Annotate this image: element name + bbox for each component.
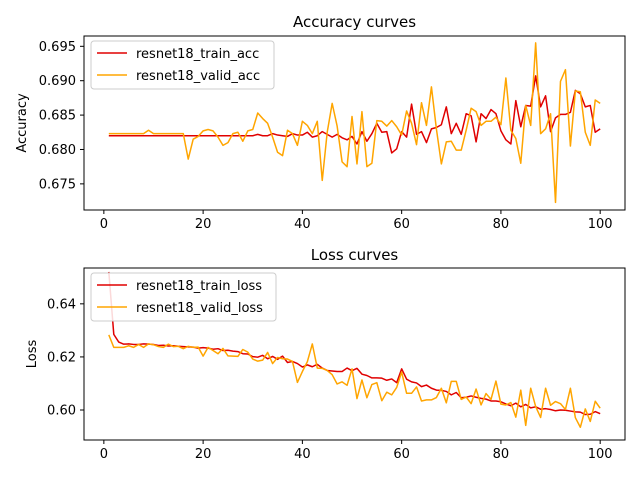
accuracy-y-tick-label: 0.675 bbox=[39, 177, 76, 192]
accuracy-panel: Accuracy curves Accuracy 0 20 40 60 80 100 0.6… bbox=[15, 13, 626, 232]
accuracy-y-axis-label: Accuracy bbox=[15, 93, 30, 153]
loss-axis-ticks: 0 20 40 60 80 100 0.60 0.62 0.64 bbox=[47, 297, 613, 462]
accuracy-axis-ticks: 0 20 40 60 80 100 0.675 0.680 0.685 0.690 0.695 bbox=[39, 40, 613, 232]
accuracy-legend-label-train: resnet18_train_acc bbox=[136, 47, 259, 62]
accuracy-legend: resnet18_train_acc resnet18_valid_acc bbox=[90, 40, 275, 90]
accuracy-x-tick-label: 20 bbox=[195, 217, 212, 232]
loss-legend-label-train: resnet18_train_loss bbox=[136, 279, 262, 294]
loss-x-tick-label: 40 bbox=[294, 447, 311, 462]
loss-y-tick-label: 0.62 bbox=[47, 350, 76, 365]
loss-y-tick-label: 0.60 bbox=[47, 404, 76, 419]
loss-series-line-valid bbox=[108, 334, 601, 429]
accuracy-legend-box bbox=[90, 40, 275, 90]
accuracy-x-tick-label: 40 bbox=[294, 217, 311, 232]
accuracy-y-tick-label: 0.695 bbox=[39, 40, 76, 55]
loss-x-tick-label: 20 bbox=[195, 447, 212, 462]
loss-x-tick-label: 60 bbox=[393, 447, 410, 462]
accuracy-x-tick-label: 100 bbox=[588, 217, 613, 232]
accuracy-y-tick-label: 0.690 bbox=[39, 74, 76, 89]
loss-y-tick-label: 0.64 bbox=[47, 297, 76, 312]
loss-panel: Loss curves Loss 0 20 40 60 80 100 0.60 0.62 0.6… bbox=[25, 246, 626, 462]
loss-x-tick-label: 100 bbox=[588, 447, 613, 462]
accuracy-series-line-valid bbox=[108, 42, 601, 204]
loss-legend-label-valid: resnet18_valid_loss bbox=[136, 301, 263, 316]
loss-plot-frame bbox=[83, 267, 626, 441]
accuracy-series-lines bbox=[108, 42, 601, 204]
loss-chart-title: Loss curves bbox=[311, 246, 399, 264]
loss-x-tick-label: 80 bbox=[493, 447, 510, 462]
accuracy-x-tick-label: 0 bbox=[100, 217, 108, 232]
accuracy-legend-label-valid: resnet18_valid_acc bbox=[136, 69, 260, 84]
loss-legend-box bbox=[90, 272, 277, 322]
accuracy-x-tick-label: 80 bbox=[493, 217, 510, 232]
loss-series-lines bbox=[108, 271, 601, 429]
accuracy-chart-title: Accuracy curves bbox=[293, 13, 416, 31]
loss-x-tick-label: 0 bbox=[100, 447, 108, 462]
loss-legend: resnet18_train_loss resnet18_valid_loss bbox=[90, 272, 277, 322]
accuracy-plot-frame bbox=[83, 35, 626, 211]
accuracy-y-tick-label: 0.680 bbox=[39, 143, 76, 158]
loss-y-axis-label: Loss bbox=[25, 340, 40, 369]
accuracy-x-tick-label: 60 bbox=[393, 217, 410, 232]
accuracy-y-tick-label: 0.685 bbox=[39, 109, 76, 124]
